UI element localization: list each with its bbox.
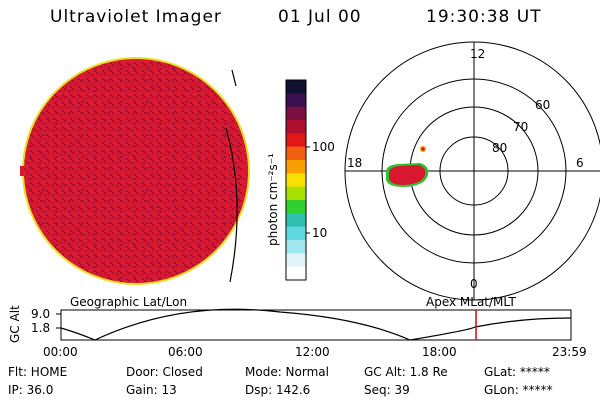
mlat-label-60: 60	[535, 98, 551, 112]
orbit-ytick-label-9: 9.0	[31, 307, 51, 321]
colorbar-label-100: 100	[312, 140, 335, 154]
colorbar-segment	[286, 266, 306, 281]
colorbar-segment	[286, 213, 306, 228]
polar-plot	[344, 41, 600, 301]
colorbar-segment	[286, 200, 306, 214]
colorbar-unit-label: photon cm⁻²s⁻¹	[266, 153, 280, 246]
colorbar-label-10: 10	[312, 226, 328, 240]
orbit-xtick-2359: 23:59	[552, 345, 587, 359]
colorbar-frame	[285, 79, 307, 281]
geographic-image	[20, 57, 250, 285]
colorbar	[286, 80, 306, 281]
orbit-xtick-1200: 12:00	[295, 345, 330, 359]
orbit-frame	[60, 309, 572, 341]
orbit-ytick-label-1.8: 1.8	[31, 321, 51, 335]
status-ip: IP: 36.0	[8, 383, 54, 397]
colorbar-segment	[286, 146, 306, 161]
terminator-line-top	[231, 69, 237, 87]
colorbar-segment	[286, 93, 306, 108]
mlt-label-12: 12	[470, 47, 486, 61]
colorbar-segment	[286, 173, 306, 188]
status-flt: Flt: HOME	[8, 365, 68, 379]
mlat-label-70: 70	[513, 120, 529, 134]
orbit-plot	[56, 308, 572, 341]
colorbar-segment	[286, 106, 306, 121]
terminator-line	[225, 127, 238, 283]
aurora-blob	[386, 146, 429, 187]
colorbar-segment	[286, 120, 306, 134]
status-seq: Seq: 39	[364, 383, 410, 397]
status-gain: Gain: 13	[126, 383, 177, 397]
orbit-xtick-0600: 06:00	[168, 345, 203, 359]
status-glat: GLat: *****	[484, 365, 550, 379]
colorbar-segment	[286, 80, 306, 94]
status-door: Door: Closed	[126, 365, 203, 379]
date-label: 01 Jul 00	[278, 7, 362, 27]
status-dsp: Dsp: 142.6	[245, 383, 311, 397]
mlt-label-6: 6	[576, 156, 584, 170]
colorbar-segment	[286, 240, 306, 254]
apex-caption: Apex MLat/MLT	[426, 295, 516, 309]
instrument-title: Ultraviolet Imager	[50, 7, 222, 27]
colorbar-segment	[286, 186, 306, 201]
orbit-xtick-0000: 00:00	[43, 345, 78, 359]
mlat-label-80: 80	[492, 141, 508, 155]
status-gc-alt: GC Alt: 1.8 Re	[364, 365, 448, 379]
colorbar-segment	[286, 253, 306, 268]
mlt-label-0: 0	[470, 277, 478, 291]
mlt-label-18: 18	[347, 156, 363, 170]
colorbar-segment	[286, 160, 306, 174]
orbit-altitude-curve	[60, 308, 572, 341]
colorbar-segment	[286, 226, 306, 241]
status-mode: Mode: Normal	[245, 365, 329, 379]
orbit-xtick-1800: 18:00	[422, 345, 457, 359]
colorbar-segment	[286, 133, 306, 148]
time-label: 19:30:38 UT	[426, 7, 542, 27]
geographic-caption: Geographic Lat/Lon	[70, 295, 188, 309]
status-glon: GLon: *****	[484, 383, 553, 397]
orbit-y-label: GC Alt	[8, 305, 22, 343]
